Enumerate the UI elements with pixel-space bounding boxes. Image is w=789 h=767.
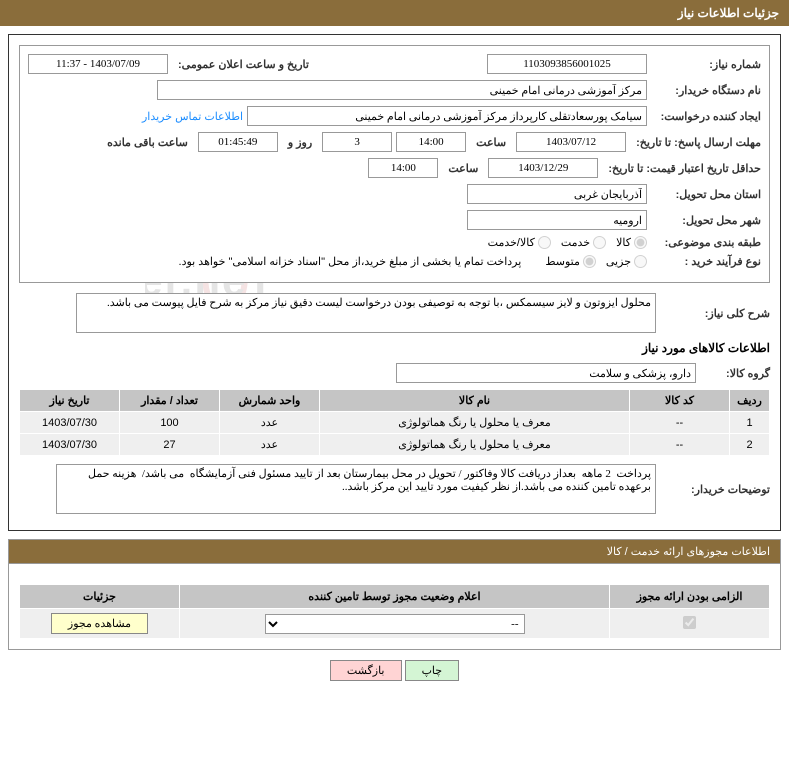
buyer-notes-field xyxy=(56,464,656,514)
row-validity: حداقل تاریخ اعتبار قیمت: تا تاریخ: ساعت xyxy=(28,158,761,178)
table-row: 1 -- معرف یا محلول یا رنگ هماتولوژی عدد … xyxy=(20,412,770,434)
buyer-notes-label: توضیحات خریدار: xyxy=(660,483,770,496)
radio-goods[interactable]: کالا xyxy=(616,236,647,249)
cell-row: 1 xyxy=(730,412,770,434)
buyer-org-field xyxy=(157,80,647,100)
cell-unit: عدد xyxy=(220,434,320,456)
main-container: AriaTender.neT شماره نیاز: تاریخ و ساعت … xyxy=(8,34,781,531)
cell-qty: 27 xyxy=(120,434,220,456)
license-table: الزامی بودن ارائه مجوز اعلام وضعیت مجوز … xyxy=(19,584,770,639)
back-button[interactable]: بازگشت xyxy=(330,660,402,681)
page-header: جزئیات اطلاعات نیاز xyxy=(0,0,789,26)
cell-date: 1403/07/30 xyxy=(20,434,120,456)
th-date: تاریخ نیاز xyxy=(20,390,120,412)
row-description: شرح کلی نیاز: xyxy=(19,293,770,333)
announce-field xyxy=(28,54,168,74)
radio-goods-label: کالا xyxy=(616,236,631,249)
buyer-org-label: نام دستگاه خریدار: xyxy=(651,84,761,97)
row-buyer-notes: توضیحات خریدار: xyxy=(19,464,770,514)
category-label: طبقه بندی موضوعی: xyxy=(651,236,761,249)
requester-field xyxy=(247,106,647,126)
deadline-time-label: ساعت xyxy=(470,136,512,149)
need-number-label: شماره نیاز: xyxy=(651,58,761,71)
row-deadline: مهلت ارسال پاسخ: تا تاریخ: ساعت روز و سا… xyxy=(28,132,761,152)
cell-details: مشاهده مجوز xyxy=(20,609,180,639)
process-label: نوع فرآیند خرید : xyxy=(651,255,761,268)
days-remaining-field xyxy=(322,132,392,152)
view-license-button[interactable]: مشاهده مجوز xyxy=(51,613,148,634)
validity-time-field xyxy=(368,158,438,178)
radio-both[interactable]: کالا/خدمت xyxy=(488,236,551,249)
cell-row: 2 xyxy=(730,434,770,456)
radio-medium-label: متوسط xyxy=(545,255,580,268)
items-section-title: اطلاعات کالاهای مورد نیاز xyxy=(19,341,770,355)
deadline-date-field xyxy=(516,132,626,152)
validity-date-field xyxy=(488,158,598,178)
group-field xyxy=(396,363,696,383)
time-left-label: ساعت باقی مانده xyxy=(101,136,194,149)
radio-both-label: کالا/خدمت xyxy=(488,236,535,249)
cell-code: -- xyxy=(630,412,730,434)
items-table: ردیف کد کالا نام کالا واحد شمارش تعداد /… xyxy=(19,389,770,456)
province-label: استان محل تحویل: xyxy=(651,188,761,201)
th-mandatory: الزامی بودن ارائه مجوز xyxy=(610,585,770,609)
mandatory-checkbox xyxy=(683,616,696,629)
license-section-title: اطلاعات مجوزهای ارائه خدمت / کالا xyxy=(8,539,781,563)
time-remaining-field xyxy=(198,132,278,152)
city-field xyxy=(467,210,647,230)
table-row: 2 -- معرف یا محلول یا رنگ هماتولوژی عدد … xyxy=(20,434,770,456)
cell-mandatory xyxy=(610,609,770,639)
th-status: اعلام وضعیت مجوز توسط تامین کننده xyxy=(180,585,610,609)
validity-time-label: ساعت xyxy=(442,162,484,175)
validity-label: حداقل تاریخ اعتبار قیمت: تا تاریخ: xyxy=(602,162,761,175)
row-city: شهر محل تحویل: xyxy=(28,210,761,230)
buyer-contact-link[interactable]: اطلاعات تماس خریدار xyxy=(142,110,243,123)
th-code: کد کالا xyxy=(630,390,730,412)
row-province: استان محل تحویل: xyxy=(28,184,761,204)
row-requester: ایجاد کننده درخواست: اطلاعات تماس خریدار xyxy=(28,106,761,126)
row-group: گروه کالا: xyxy=(19,363,770,383)
requester-label: ایجاد کننده درخواست: xyxy=(651,110,761,123)
city-label: شهر محل تحویل: xyxy=(651,214,761,227)
cell-name: معرف یا محلول یا رنگ هماتولوژی xyxy=(320,412,630,434)
radio-small-label: جزیی xyxy=(606,255,631,268)
days-label: روز و xyxy=(282,136,318,149)
deadline-time-field xyxy=(396,132,466,152)
row-process: نوع فرآیند خرید : جزیی متوسط پرداخت تمام… xyxy=(28,255,761,268)
th-qty: تعداد / مقدار xyxy=(120,390,220,412)
row-need-number: شماره نیاز: تاریخ و ساعت اعلان عمومی: xyxy=(28,54,761,74)
row-buyer-org: نام دستگاه خریدار: xyxy=(28,80,761,100)
payment-note: پرداخت تمام یا بخشی از مبلغ خرید،از محل … xyxy=(179,255,542,268)
deadline-label: مهلت ارسال پاسخ: تا تاریخ: xyxy=(630,136,761,149)
announce-label: تاریخ و ساعت اعلان عمومی: xyxy=(172,58,315,71)
th-row: ردیف xyxy=(730,390,770,412)
cell-qty: 100 xyxy=(120,412,220,434)
radio-small[interactable]: جزیی xyxy=(606,255,647,268)
desc-field xyxy=(76,293,656,333)
cell-name: معرف یا محلول یا رنگ هماتولوژی xyxy=(320,434,630,456)
province-field xyxy=(467,184,647,204)
license-row: -- مشاهده مجوز xyxy=(20,609,770,639)
desc-label: شرح کلی نیاز: xyxy=(660,307,770,320)
cell-code: -- xyxy=(630,434,730,456)
info-section: شماره نیاز: تاریخ و ساعت اعلان عمومی: نا… xyxy=(19,45,770,283)
cell-date: 1403/07/30 xyxy=(20,412,120,434)
status-select[interactable]: -- xyxy=(265,614,525,634)
radio-medium[interactable]: متوسط xyxy=(545,255,596,268)
radio-service[interactable]: خدمت xyxy=(561,236,606,249)
cell-status: -- xyxy=(180,609,610,639)
license-section: الزامی بودن ارائه مجوز اعلام وضعیت مجوز … xyxy=(8,563,781,650)
cell-unit: عدد xyxy=(220,412,320,434)
print-button[interactable]: چاپ xyxy=(405,660,460,681)
button-row: چاپ بازگشت xyxy=(8,650,781,685)
group-label: گروه کالا: xyxy=(700,367,770,380)
radio-service-label: خدمت xyxy=(561,236,590,249)
row-category: طبقه بندی موضوعی: کالا خدمت کالا/خدمت xyxy=(28,236,761,249)
th-unit: واحد شمارش xyxy=(220,390,320,412)
th-details: جزئیات xyxy=(20,585,180,609)
th-name: نام کالا xyxy=(320,390,630,412)
need-number-field xyxy=(487,54,647,74)
